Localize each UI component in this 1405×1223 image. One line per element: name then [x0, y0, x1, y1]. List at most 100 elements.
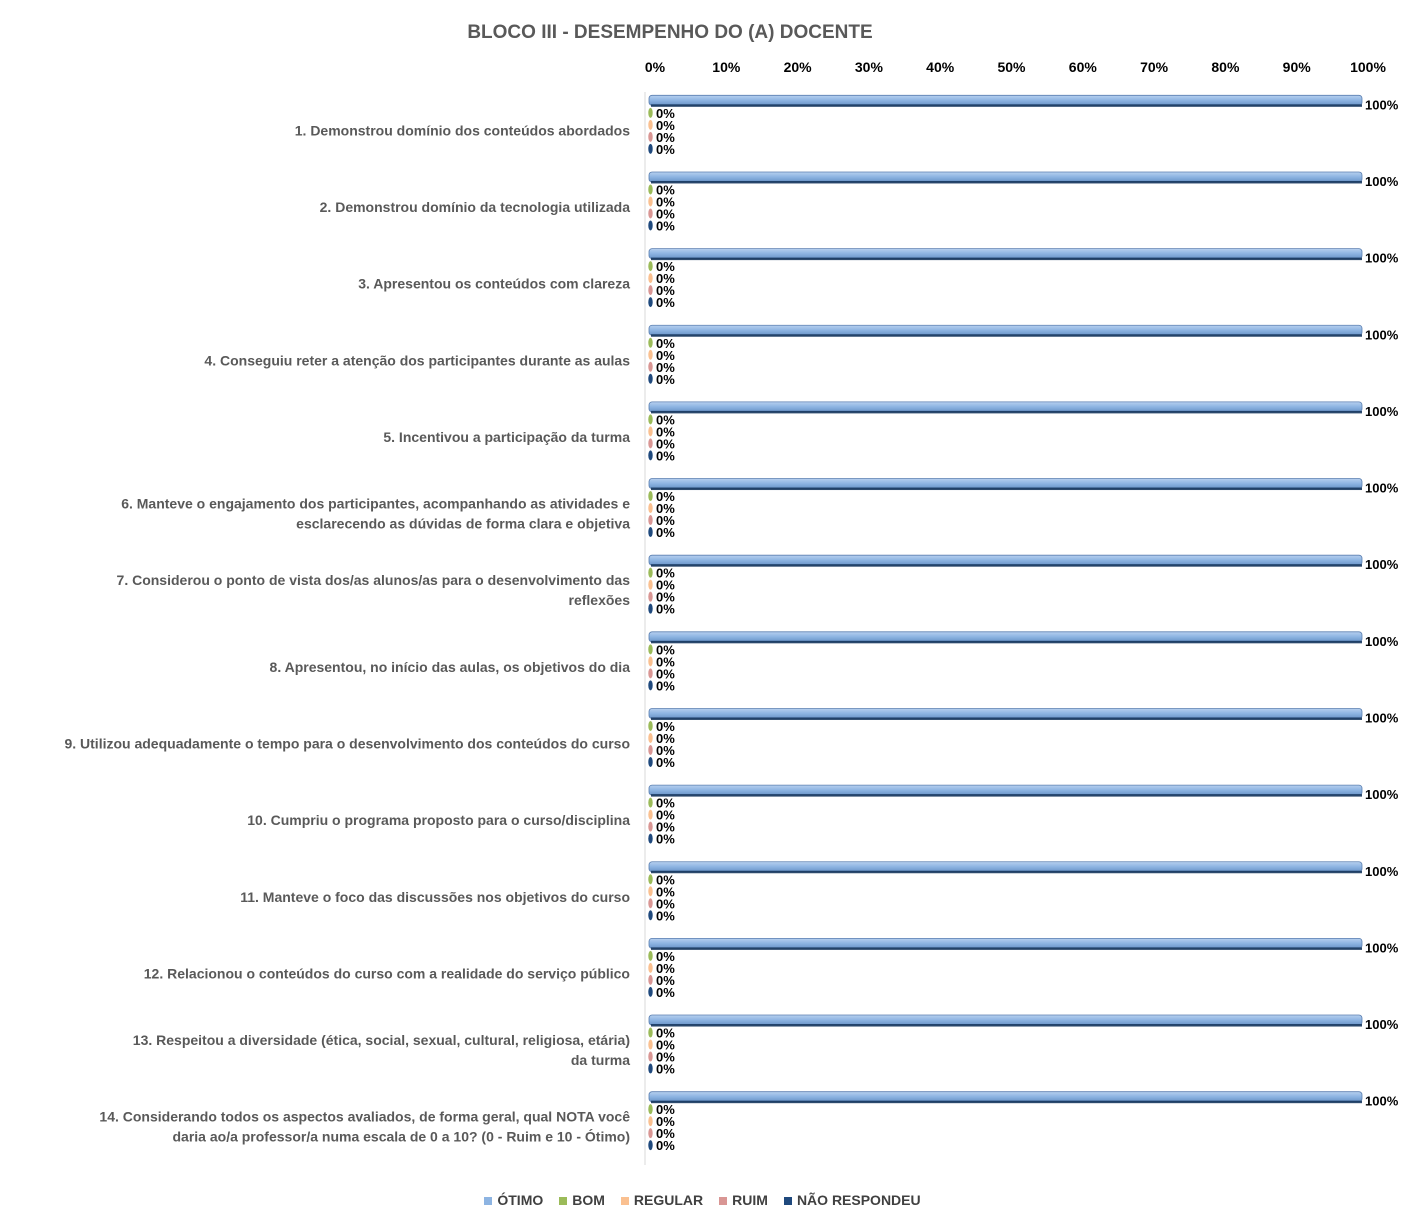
data-label-otimo: 100%: [1365, 787, 1399, 802]
bar-ruim: [648, 131, 653, 142]
bar-otimo: [648, 478, 1363, 489]
bar-regular: [648, 886, 653, 897]
data-label-ruim: 0%: [656, 1126, 675, 1141]
category-labels: 1. Demonstrou domínio dos conteúdos abor…: [64, 122, 630, 1144]
data-label-otimo: 100%: [1365, 481, 1399, 496]
data-label-otimo: 100%: [1365, 327, 1399, 342]
bar-otimo-shadow: [651, 564, 1362, 567]
x-tick-label: 40%: [926, 59, 955, 75]
category-label: 1. Demonstrou domínio dos conteúdos abor…: [295, 122, 630, 138]
bar-otimo-shadow: [651, 870, 1362, 874]
bar-bom: [648, 950, 653, 961]
bar-bom: [648, 491, 653, 502]
bar-otimo: [648, 1091, 1363, 1103]
data-label-regular: 0%: [656, 1114, 675, 1129]
bar-ruim: [648, 1051, 653, 1062]
bar-bom: [648, 414, 653, 425]
data-label-regular: 0%: [656, 348, 675, 363]
bar-otimo-shadow: [651, 947, 1362, 950]
bar-otimo: [648, 94, 1363, 106]
x-tick-label: 70%: [1140, 59, 1169, 75]
bar-n-o-respondeu: [648, 1140, 653, 1151]
data-label-ruim: 0%: [656, 513, 675, 528]
data-label-regular: 0%: [656, 654, 675, 669]
bar-otimo-shadow: [651, 794, 1362, 797]
bar-bom: [648, 107, 653, 118]
data-label-bom: 0%: [656, 336, 675, 351]
category-label: 5. Incentivou a participação da turma: [383, 429, 630, 445]
legend-swatch: [484, 1197, 493, 1206]
legend-swatch: [620, 1197, 629, 1206]
bar-bom: [648, 1104, 653, 1115]
data-label-otimo: 100%: [1365, 710, 1399, 725]
data-label-n-o-respondeu: 0%: [656, 678, 675, 693]
category-label: 9. Utilizou adequadamente o tempo para o…: [64, 735, 630, 751]
x-tick-label: 100%: [1350, 59, 1386, 75]
bar-n-o-respondeu: [648, 986, 653, 997]
bar-n-o-respondeu: [648, 910, 653, 921]
bar-n-o-respondeu: [648, 220, 653, 231]
data-label-n-o-respondeu: 0%: [656, 218, 675, 233]
bar-regular: [648, 196, 653, 207]
data-label-n-o-respondeu: 0%: [656, 602, 675, 617]
data-label-ruim: 0%: [656, 130, 675, 145]
data-label-bom: 0%: [656, 106, 675, 121]
bar-ruim: [648, 515, 653, 526]
data-label-ruim: 0%: [656, 973, 675, 988]
bar-bom: [648, 184, 653, 195]
axis-layer: 0% 10% 20% 30% 40% 50% 60% 70% 80% 90% 100%: [644, 59, 1386, 1165]
legend-swatch: [559, 1197, 568, 1206]
bar-bom: [648, 644, 653, 655]
bar-bom: [648, 1027, 653, 1038]
data-label-ruim: 0%: [656, 666, 675, 681]
bar-regular: [648, 1039, 653, 1050]
data-label-otimo: 100%: [1365, 1017, 1399, 1032]
bar-regular: [648, 503, 653, 514]
bar-otimo: [648, 937, 1363, 949]
bar-otimo-shadow: [651, 640, 1362, 644]
bar-otimo: [648, 631, 1363, 643]
data-label-bom: 0%: [656, 259, 675, 274]
bar-regular: [648, 656, 653, 667]
bar-ruim: [648, 208, 653, 219]
data-label-n-o-respondeu: 0%: [656, 142, 675, 157]
data-label-otimo: 100%: [1365, 174, 1399, 189]
category-label: 10. Cumpriu o programa proposto para o c…: [247, 812, 630, 828]
data-label-bom: 0%: [656, 796, 675, 811]
category-label: 8. Apresentou, no início das aulas, os o…: [270, 659, 631, 675]
data-label-otimo: 100%: [1365, 634, 1399, 649]
data-label-regular: 0%: [656, 194, 675, 209]
bar-otimo: [648, 708, 1363, 719]
x-tick-label: 90%: [1283, 59, 1312, 75]
bar-otimo: [648, 1014, 1363, 1026]
data-label-n-o-respondeu: 0%: [656, 832, 675, 847]
bar-n-o-respondeu: [648, 1063, 653, 1074]
data-label-bom: 0%: [656, 949, 675, 964]
data-label-ruim: 0%: [656, 1050, 675, 1065]
data-label-n-o-respondeu: 0%: [656, 295, 675, 310]
data-label-otimo: 100%: [1365, 251, 1399, 266]
bar-otimo: [648, 324, 1363, 336]
data-label-otimo: 100%: [1365, 557, 1399, 572]
legend-label: NÃO RESPONDEU: [796, 1192, 921, 1208]
bar-ruim: [648, 898, 653, 909]
data-label-bom: 0%: [656, 566, 675, 581]
bar-ruim: [648, 591, 653, 602]
bar-n-o-respondeu: [648, 450, 653, 461]
legend-label: REGULAR: [633, 1192, 704, 1208]
bar-regular: [648, 962, 653, 973]
data-label-otimo: 100%: [1365, 97, 1399, 112]
bar-otimo-shadow: [651, 104, 1362, 107]
bar-bom: [648, 797, 653, 808]
data-label-regular: 0%: [656, 808, 675, 823]
legend-item-timo: ÓTIMO: [484, 1192, 543, 1208]
data-label-ruim: 0%: [656, 743, 675, 758]
bar-otimo: [648, 784, 1363, 796]
data-label-otimo: 100%: [1365, 940, 1399, 955]
bar-otimo-shadow: [651, 1024, 1362, 1027]
category-label: 7. Considerou o ponto de vista dos/as al…: [117, 572, 631, 608]
data-label-ruim: 0%: [656, 283, 675, 298]
bars: [648, 94, 1363, 1151]
data-label-regular: 0%: [656, 1038, 675, 1053]
data-label-bom: 0%: [656, 872, 675, 887]
